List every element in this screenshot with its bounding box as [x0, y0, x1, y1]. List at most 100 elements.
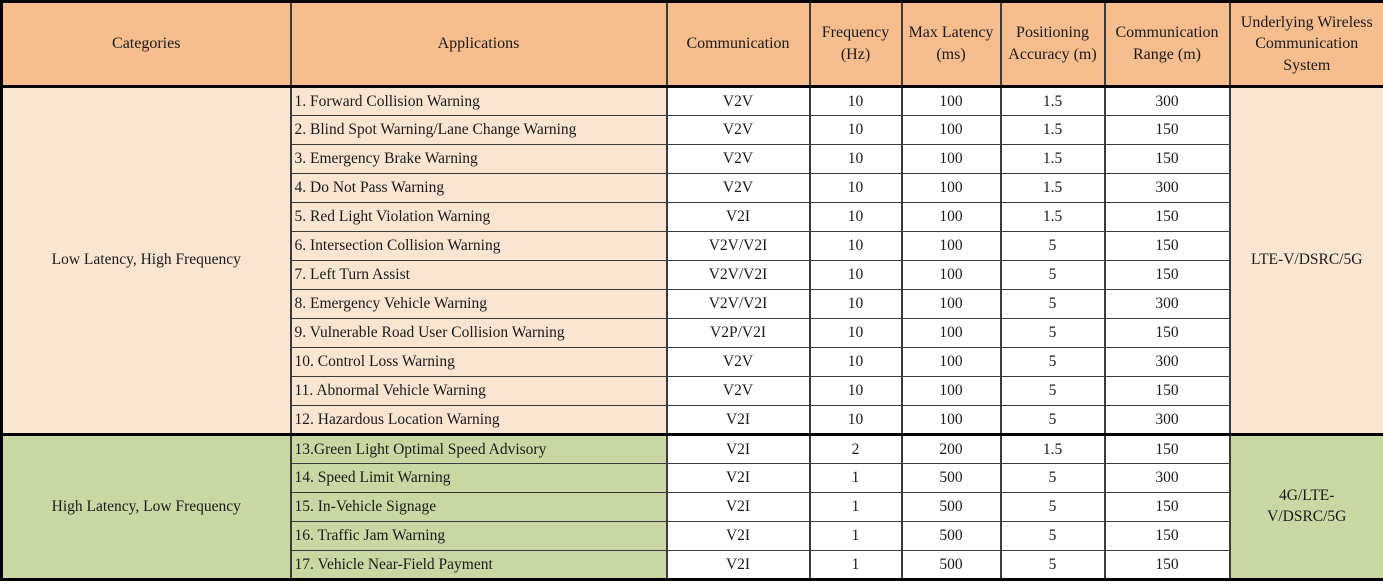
communication-cell: V2I [665, 521, 811, 551]
table-header: Categories Applications Communication Fr… [0, 1, 1383, 88]
frequency-cell: 10 [808, 86, 903, 116]
table-row: 5. Red Light Violation Warning V2I 10 100 1.… [2, 202, 1383, 232]
frequency-cell: 2 [808, 433, 903, 464]
frequency-cell: 10 [808, 289, 903, 319]
communication-range-cell: 150 [1103, 376, 1231, 406]
positioning-accuracy-cell: 1.5 [999, 173, 1106, 203]
communication-range-cell: 150 [1103, 144, 1231, 174]
positioning-accuracy-cell: 5 [999, 521, 1106, 551]
max-latency-cell: 100 [900, 144, 1002, 174]
frequency-cell: 1 [808, 463, 903, 493]
table-row: 16. Traffic Jam Warning V2I 1 500 5 150 [2, 521, 1383, 551]
communication-range-cell: 150 [1103, 492, 1231, 522]
table-row: 12. Hazardous Location Warning V2I 10 100 5 3… [2, 405, 1383, 435]
positioning-accuracy-cell: 5 [999, 492, 1106, 522]
communication-cell: V2I [665, 463, 811, 493]
application-cell: 17. Vehicle Near-Field Payment [289, 550, 668, 580]
communication-range-cell: 150 [1103, 550, 1231, 580]
positioning-accuracy-cell: 5 [999, 405, 1106, 435]
positioning-accuracy-cell: 1.5 [999, 86, 1106, 116]
frequency-cell: 10 [808, 318, 903, 348]
header-applications: Applications [289, 1, 668, 88]
communication-range-cell: 300 [1103, 86, 1231, 116]
application-cell: 3. Emergency Brake Warning [289, 144, 668, 174]
max-latency-cell: 100 [900, 86, 1002, 116]
communication-range-cell: 150 [1103, 231, 1231, 261]
frequency-cell: 10 [808, 376, 903, 406]
max-latency-cell: 100 [900, 260, 1002, 290]
positioning-accuracy-cell: 5 [999, 289, 1106, 319]
communication-cell: V2I [665, 202, 811, 232]
max-latency-cell: 100 [900, 202, 1002, 232]
category-cell: High Latency, Low Frequency [0, 433, 292, 580]
communication-cell: V2V/V2I [665, 289, 811, 319]
table-row: High Latency, Low Frequency 13.Green Ligh… [0, 433, 1383, 580]
category-cell: Low Latency, High Frequency [0, 86, 292, 435]
max-latency-cell: 500 [900, 492, 1002, 522]
max-latency-cell: 100 [900, 405, 1002, 435]
header-max-latency: Max Latency (ms) [900, 1, 1002, 88]
positioning-accuracy-cell: 1.5 [999, 433, 1106, 464]
communication-cell: V2V [665, 86, 811, 116]
application-cell: 4. Do Not Pass Warning [289, 173, 668, 203]
header-positioning-accuracy: Positioning Accuracy (m) [999, 1, 1106, 88]
max-latency-cell: 500 [900, 550, 1002, 580]
table-row: 3. Emergency Brake Warning V2V 10 100 1.5 150 [2, 144, 1383, 174]
max-latency-cell: 200 [900, 433, 1002, 464]
underlying-system-cell: 4G/LTE-V/DSRC/5G [1228, 433, 1383, 580]
communication-cell: V2V [665, 173, 811, 203]
header-communication: Communication [665, 1, 811, 88]
max-latency-cell: 100 [900, 376, 1002, 406]
max-latency-cell: 100 [900, 173, 1002, 203]
underlying-system-label: 4G/LTE-V/DSRC/5G [1267, 487, 1347, 525]
table-row: Low Latency, High Frequency 1. Forward Co… [0, 86, 1383, 435]
max-latency-cell: 500 [900, 521, 1002, 551]
communication-cell: V2V [665, 347, 811, 377]
underlying-system-label: LTE-V/DSRC/5G [1251, 251, 1363, 269]
positioning-accuracy-cell: 5 [999, 347, 1106, 377]
application-cell: 2. Blind Spot Warning/Lane Change Warnin… [289, 115, 668, 145]
communication-range-cell: 300 [1103, 289, 1231, 319]
communication-cell: V2V [665, 376, 811, 406]
application-cell: 1. Forward Collision Warning [289, 86, 668, 116]
frequency-cell: 1 [808, 492, 903, 522]
table-row: 6. Intersection Collision Warning V2V/V2I… [2, 231, 1383, 261]
frequency-cell: 1 [808, 550, 903, 580]
communication-range-cell: 150 [1103, 433, 1231, 464]
frequency-cell: 10 [808, 260, 903, 290]
application-cell: 12. Hazardous Location Warning [289, 405, 668, 435]
table-row: 8. Emergency Vehicle Warning V2V/V2I 10 100… [2, 289, 1383, 319]
max-latency-cell: 100 [900, 115, 1002, 145]
communication-cell: V2P/V2I [665, 318, 811, 348]
frequency-cell: 1 [808, 521, 903, 551]
communication-cell: V2I [665, 550, 811, 580]
frequency-cell: 10 [808, 115, 903, 145]
communication-range-cell: 150 [1103, 202, 1231, 232]
positioning-accuracy-cell: 1.5 [999, 115, 1106, 145]
positioning-accuracy-cell: 5 [999, 550, 1106, 580]
application-cell: 15. In-Vehicle Signage [289, 492, 668, 522]
communication-cell: V2V [665, 115, 811, 145]
application-cell: 5. Red Light Violation Warning [289, 202, 668, 232]
application-cell: 16. Traffic Jam Warning [289, 521, 668, 551]
communication-range-cell: 300 [1103, 173, 1231, 203]
positioning-accuracy-cell: 5 [999, 318, 1106, 348]
table-row: 15. In-Vehicle Signage V2I 1 500 5 150 [2, 492, 1383, 522]
application-cell: 8. Emergency Vehicle Warning [289, 289, 668, 319]
frequency-cell: 10 [808, 202, 903, 232]
communication-cell: V2I [665, 433, 811, 464]
max-latency-cell: 100 [900, 318, 1002, 348]
max-latency-cell: 100 [900, 231, 1002, 261]
communication-cell: V2V [665, 144, 811, 174]
positioning-accuracy-cell: 1.5 [999, 202, 1106, 232]
frequency-cell: 10 [808, 405, 903, 435]
application-cell: 7. Left Turn Assist [289, 260, 668, 290]
frequency-cell: 10 [808, 347, 903, 377]
application-cell: 6. Intersection Collision Warning [289, 231, 668, 261]
communication-range-cell: 150 [1103, 260, 1231, 290]
header-underlying-system: Underlying Wireless Communication System [1228, 1, 1383, 88]
positioning-accuracy-cell: 5 [999, 231, 1106, 261]
application-cell: 9. Vulnerable Road User Collision Warnin… [289, 318, 668, 348]
max-latency-cell: 100 [900, 347, 1002, 377]
